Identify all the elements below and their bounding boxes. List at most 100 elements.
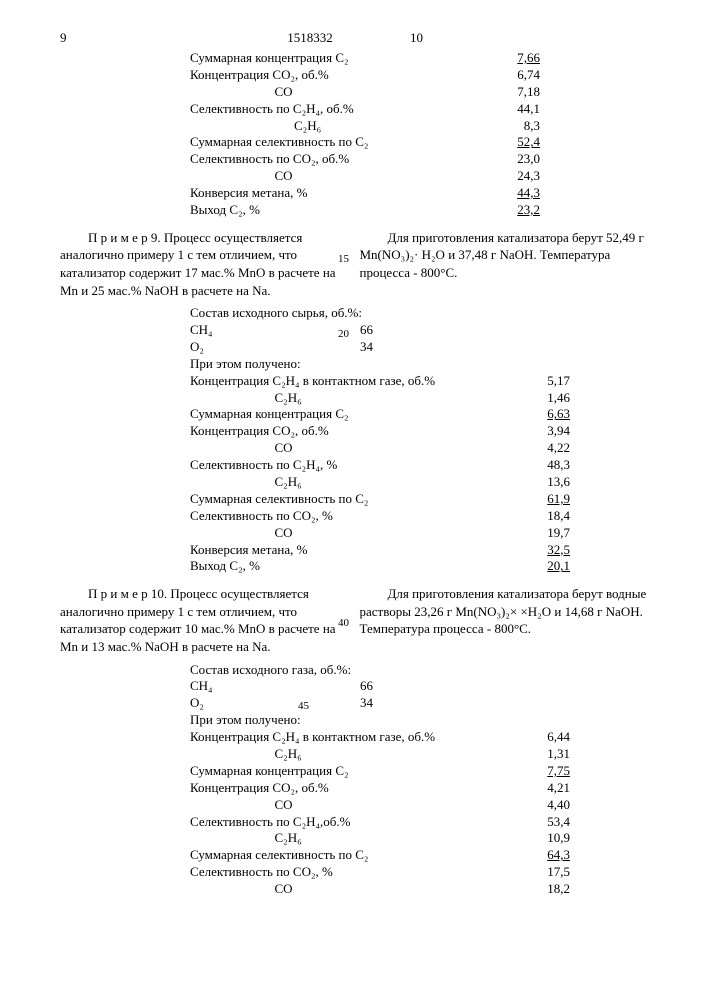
lineno-15: 15 [338,253,349,265]
table-row: Концентрация C₂H₄ в контактном газе, об.… [190,729,647,746]
table-row: Концентрация C₂H₄ в контактном газе, об.… [190,373,647,390]
row-label: Селективность по C₂H₄, % [190,457,510,474]
row-label: CO [190,440,510,457]
table-row: Суммарная концентрация C₂7,66 [190,50,647,67]
obtained-label: При этом получено: [190,356,647,373]
row-label: Концентрация C₂H₄ в контактном газе, об.… [190,729,510,746]
feed-value: 34 [360,339,373,356]
ex10-left: П р и м е р 10. Процесс осуществля­ется … [60,585,354,655]
table-row: Селективность по CO₂, %17,5 [190,864,647,881]
table-row: CO19,7 [190,525,647,542]
row-label: Суммарная концентрация C₂ [190,406,510,423]
row-label: Суммарная селективность по C₂ [190,847,510,864]
row-value: 6,74 [480,67,540,84]
top-table: Суммарная концентрация C₂7,66Концентраци… [190,50,647,219]
row-label: C₂H₆ [190,474,510,491]
row-label: C₂H₆ [190,118,480,135]
feed-label: CH₄ [190,678,360,695]
row-label: Конверсия метана, % [190,185,480,202]
feed-label: O₂ [190,695,360,712]
table-row: Выход C₂, %23,2 [190,202,647,219]
row-label: Суммарная селективность по C₂ [190,491,510,508]
table-row: CO4,22 [190,440,647,457]
row-value: 23,0 [480,151,540,168]
row-value: 1,31 [510,746,570,763]
row-label: Концентрация CO₂, об.% [190,67,480,84]
table-row: Селективность по C₂H₄, %48,3 [190,457,647,474]
row-label: Концентрация C₂H₄ в контактном газе, об.… [190,373,510,390]
intro-row: Состав исходного газа, об.%: [190,662,647,679]
row-value: 4,40 [510,797,570,814]
row-label: Селективность по C₂H₄, об.% [190,101,480,118]
row-value: 13,6 [510,474,570,491]
row-value: 7,66 [480,50,540,67]
page-num-right: 10 [410,30,580,46]
row-value: 5,17 [510,373,570,390]
row-label: Суммарная концентрация C₂ [190,763,510,780]
table-row: CO4,40 [190,797,647,814]
table-row: C₂H₆10,9 [190,830,647,847]
row-label: CO [190,797,510,814]
table-row: Концентрация CO₂, об.%6,74 [190,67,647,84]
row-value: 32,5 [510,542,570,559]
table-row: Концентрация CO₂, об.%3,94 [190,423,647,440]
ex9-left: П р и м е р 9. Процесс осуществля­ется а… [60,229,354,299]
feed-row: O₂34 [190,339,647,356]
lineno-20: 20 [338,328,349,340]
row-label: Концентрация CO₂, об.% [190,423,510,440]
table-row: Суммарная концентрация C₂6,63 [190,406,647,423]
row-value: 7,75 [510,763,570,780]
obtained-label: При этом получено: [190,712,647,729]
table-row: Суммарная селективность по C₂52,4 [190,134,647,151]
row-value: 18,4 [510,508,570,525]
table-row: CO18,2 [190,881,647,898]
lineno-45: 45 [298,700,309,712]
feed-label: CH₄ [190,322,360,339]
row-label: Селективность по CO₂, % [190,508,510,525]
feed-value: 66 [360,678,373,695]
table-row: Селективность по C₂H₄, об.%44,1 [190,101,647,118]
example9-text: П р и м е р 9. Процесс осуществля­ется а… [60,229,647,299]
row-label: CO [190,84,480,101]
table-row: CO24,3 [190,168,647,185]
row-label: CO [190,525,510,542]
table-row: C₂H₆13,6 [190,474,647,491]
row-value: 18,2 [510,881,570,898]
row-label: C₂H₆ [190,390,510,407]
row-label: C₂H₆ [190,830,510,847]
row-value: 64,3 [510,847,570,864]
table-row: Селективность по C₂H₄,об.%53,4 [190,814,647,831]
row-value: 23,2 [480,202,540,219]
row-value: 8,3 [480,118,540,135]
table-row: Селективность по CO₂, %18,4 [190,508,647,525]
feed-value: 66 [360,322,373,339]
table-row: Суммарная селективность по C₂61,9 [190,491,647,508]
table-row: Концентрация CO₂, об.%4,21 [190,780,647,797]
row-value: 10,9 [510,830,570,847]
table-row: C₂H₆8,3 [190,118,647,135]
row-value: 44,3 [480,185,540,202]
row-value: 1,46 [510,390,570,407]
feed-row: O₂34 [190,695,647,712]
row-value: 6,63 [510,406,570,423]
lineno-40: 40 [338,617,349,629]
table-row: Селективность по CO₂, об.%23,0 [190,151,647,168]
row-value: 53,4 [510,814,570,831]
row-value: 24,3 [480,168,540,185]
row-value: 48,3 [510,457,570,474]
row-value: 17,5 [510,864,570,881]
ex9-right: Для приготовления катализатора бе­рут 52… [354,229,648,299]
ex10-table: Состав исходного газа, об.%:CH₄66O₂34При… [190,662,647,898]
row-label: Селективность по CO₂, % [190,864,510,881]
row-label: Концентрация CO₂, об.% [190,780,510,797]
row-label: Суммарная концентрация C₂ [190,50,480,67]
row-value: 4,22 [510,440,570,457]
row-value: 4,21 [510,780,570,797]
feed-row: CH₄66 [190,322,647,339]
row-label: Селективность по C₂H₄,об.% [190,814,510,831]
row-label: Селективность по CO₂, об.% [190,151,480,168]
ex10-right: Для приготовления катализатора бе­рут во… [354,585,648,655]
table-row: Конверсия метана, %32,5 [190,542,647,559]
row-value: 19,7 [510,525,570,542]
ex9-table: Состав исходного сырья, об.%:CH₄66O₂34Пр… [190,305,647,575]
